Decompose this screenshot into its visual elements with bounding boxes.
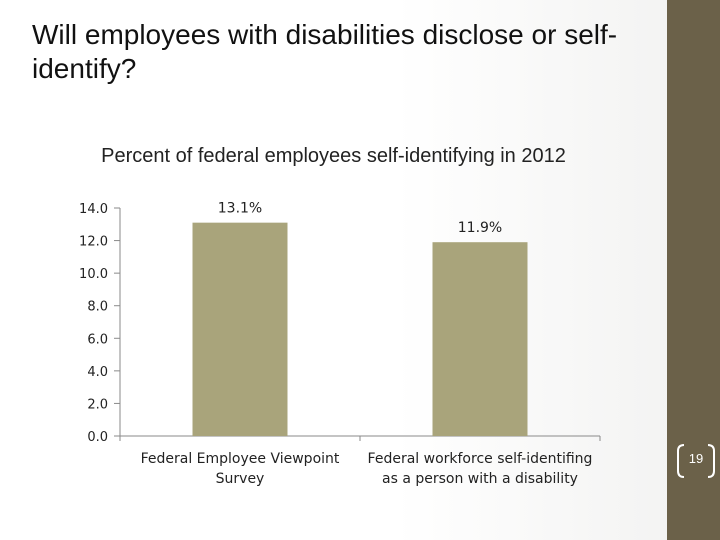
y-tick-label: 8.0 xyxy=(87,300,108,315)
data-label: 13.1% xyxy=(218,201,262,217)
y-tick-label: 0.0 xyxy=(87,430,108,445)
side-band xyxy=(667,0,720,540)
y-tick-label: 14.0 xyxy=(79,202,108,217)
category-label: as a person with a disability xyxy=(382,471,578,487)
y-tick-label: 10.0 xyxy=(79,267,108,282)
y-tick-label: 6.0 xyxy=(87,332,108,347)
slide-title: Will employees with disabilities disclos… xyxy=(32,19,618,84)
y-tick-label: 4.0 xyxy=(87,365,108,380)
page-number-brackets xyxy=(677,444,715,478)
category-label: Federal Employee Viewpoint xyxy=(141,451,340,467)
bar xyxy=(432,242,528,436)
y-tick-label: 2.0 xyxy=(87,397,108,412)
data-label: 11.9% xyxy=(458,220,502,236)
page-number-badge: 19 xyxy=(676,443,716,479)
y-tick-label: 12.0 xyxy=(79,235,108,250)
category-label: Federal workforce self-identifing xyxy=(368,451,593,467)
page-number: 19 xyxy=(688,451,704,466)
chart-title: Percent of federal employees self-identi… xyxy=(101,145,566,167)
category-label: Survey xyxy=(216,471,265,487)
bar xyxy=(192,222,288,436)
